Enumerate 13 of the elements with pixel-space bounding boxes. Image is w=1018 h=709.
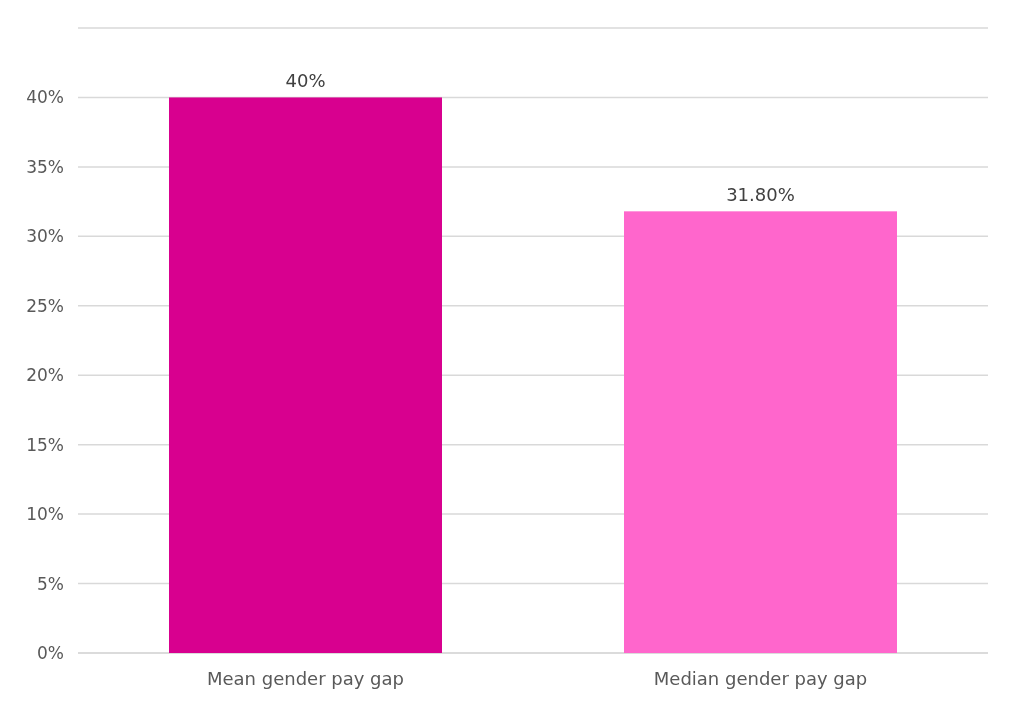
y-tick-label: 25% [26, 295, 64, 316]
y-tick-label: 15% [26, 434, 64, 455]
y-tick-label: 0% [37, 642, 64, 663]
x-tick-label: Mean gender pay gap [206, 668, 405, 689]
y-tick-label: 20% [26, 365, 64, 386]
y-tick-label: 30% [26, 226, 64, 247]
data-label: 31.80% [726, 184, 795, 206]
data-label: 40% [285, 70, 326, 92]
y-tick-label: 10% [26, 504, 64, 525]
y-tick-label: 40% [26, 87, 64, 108]
y-tick-label: 5% [37, 573, 64, 594]
y-tick-label: 35% [26, 156, 64, 177]
x-tick-label: Median gender pay gap [653, 668, 868, 689]
